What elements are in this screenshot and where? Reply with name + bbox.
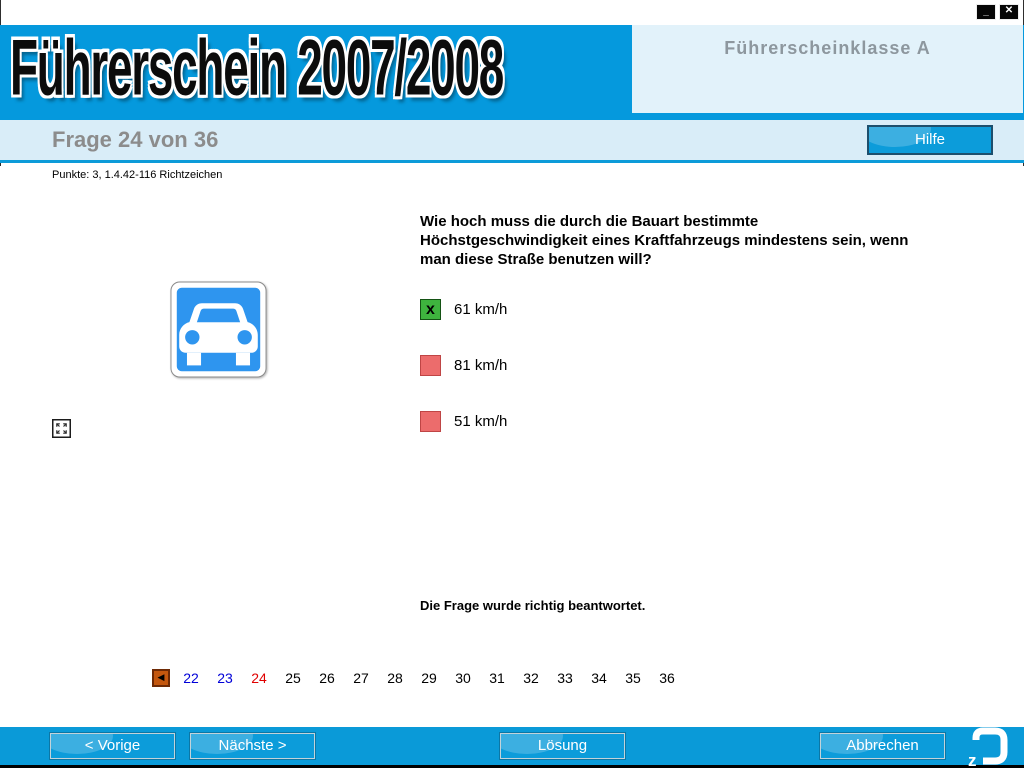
app-logo-title: Führerschein 2007/2008 [10,23,504,112]
header-divider [0,113,1024,120]
question-number-26[interactable]: 26 [319,670,335,686]
question-number-36[interactable]: 36 [659,670,675,686]
question-meta: Punkte: 3, 1.4.42-116 Richtzeichen [52,169,223,181]
solution-button[interactable]: Lösung [500,733,625,759]
answer-feedback: Die Frage wurde richtig beantwortet. [420,598,646,613]
minimize-button[interactable]: _ [976,4,996,20]
window-controls: _ ✕ [976,4,1019,20]
next-button[interactable]: Nächste > [190,733,315,759]
previous-button[interactable]: < Vorige [50,733,175,759]
answer-checkbox-3[interactable] [420,411,441,432]
close-button[interactable]: ✕ [999,4,1019,20]
footer-bar: < Vorige Nächste > Lösung Abbrechen z [0,727,1024,768]
question-number-28[interactable]: 28 [387,670,403,686]
question-number-33[interactable]: 33 [557,670,573,686]
question-number-24[interactable]: 24 [251,670,267,686]
question-bar: Frage 24 von 36 Hilfe [0,120,1024,163]
answer-checkbox-2[interactable] [420,355,441,376]
app-header: Führerschein 2007/2008 Führerscheinklass… [0,23,1024,113]
question-number-32[interactable]: 32 [523,670,539,686]
window-title: Führerschein 2007/2008 [8,5,145,19]
question-number-27[interactable]: 27 [353,670,369,686]
answer-checkbox-1[interactable]: x [420,299,441,320]
question-counter: Frage 24 von 36 [52,127,219,152]
cancel-button[interactable]: Abbrechen [820,733,945,759]
answer-label-1: 61 km/h [454,301,508,318]
check-mark-icon: x [426,300,435,318]
question-number-30[interactable]: 30 [455,670,471,686]
question-number-23[interactable]: 23 [217,670,233,686]
answer-row: 51 km/h [420,411,507,432]
question-number-29[interactable]: 29 [421,670,437,686]
svg-text:z: z [968,751,977,768]
traffic-sign-kraftfahrstrasse [170,281,267,378]
question-text: Wie hoch muss die durch die Bauart besti… [420,213,909,268]
question-pagination: ◀ 22 23 24 25 26 27 28 29 30 31 32 33 34… [152,669,684,687]
expand-image-icon[interactable] [52,419,71,438]
license-class-panel: Führerscheinklasse A [632,25,1023,113]
answer-label-3: 51 km/h [454,413,508,430]
answer-label-2: 81 km/h [454,357,508,374]
question-number-31[interactable]: 31 [489,670,505,686]
prev-page-arrow-button[interactable]: ◀ [152,669,170,687]
question-number-25[interactable]: 25 [285,670,301,686]
answer-row: 81 km/h [420,355,507,376]
answer-row: x 61 km/h [420,299,507,320]
question-area: Punkte: 3, 1.4.42-116 Richtzeichen Wie h… [0,166,1024,727]
title-bar: Führerschein 2007/2008 _ ✕ [0,0,1024,25]
question-number-35[interactable]: 35 [625,670,641,686]
license-class-label: Führerscheinklasse A [724,38,931,58]
question-number-34[interactable]: 34 [591,670,607,686]
car-pictogram [179,303,258,353]
left-triangle-icon: ◀ [157,672,165,682]
help-button[interactable]: Hilfe [867,125,993,155]
question-number-list: 22 23 24 25 26 27 28 29 30 31 32 33 34 3… [174,670,684,686]
question-number-22[interactable]: 22 [183,670,199,686]
publisher-logo-icon: z [968,727,1008,768]
